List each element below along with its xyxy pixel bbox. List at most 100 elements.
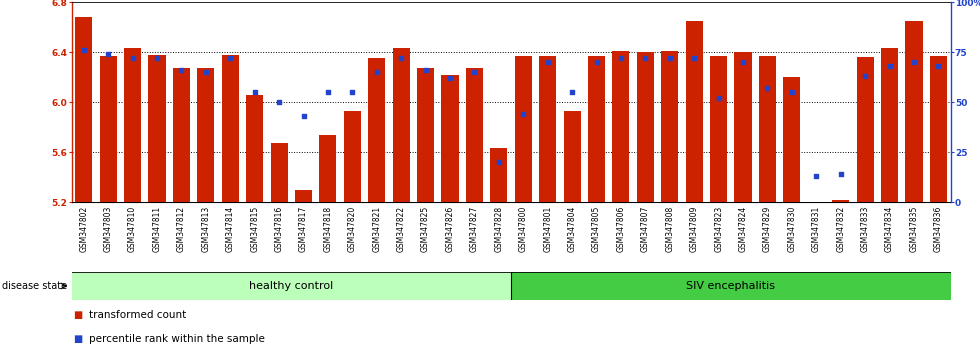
Point [345, 89, 361, 95]
Text: GSM347821: GSM347821 [372, 206, 381, 252]
Text: healthy control: healthy control [249, 281, 333, 291]
Bar [197, 68, 215, 202]
Text: SIV encephalitis: SIV encephalitis [686, 281, 775, 291]
Bar [417, 68, 434, 202]
Text: GSM347804: GSM347804 [567, 206, 576, 252]
Bar [490, 148, 508, 202]
Text: GSM347807: GSM347807 [641, 206, 650, 252]
Text: GSM347832: GSM347832 [836, 206, 845, 252]
Text: GSM347803: GSM347803 [104, 206, 113, 252]
Point [564, 89, 580, 95]
Bar [72, 272, 512, 300]
Point [858, 73, 873, 79]
Point [784, 89, 800, 95]
Bar [832, 200, 850, 202]
Bar [759, 56, 776, 202]
Text: GSM347824: GSM347824 [739, 206, 748, 252]
Text: GSM347830: GSM347830 [787, 206, 797, 252]
Point [75, 47, 91, 53]
Bar [512, 272, 951, 300]
Text: GSM347806: GSM347806 [616, 206, 625, 252]
Bar [221, 55, 239, 202]
Point [442, 75, 458, 81]
Text: GSM347802: GSM347802 [79, 206, 88, 252]
Bar [441, 74, 459, 202]
Point [882, 63, 898, 69]
Bar [906, 21, 922, 202]
Point [710, 95, 726, 101]
Point [368, 69, 384, 75]
Point [515, 111, 531, 117]
Point [613, 55, 629, 61]
Bar [466, 68, 483, 202]
Text: GSM347801: GSM347801 [543, 206, 552, 252]
Point [735, 59, 751, 65]
Point [124, 55, 140, 61]
Bar [564, 111, 581, 202]
Text: GSM347811: GSM347811 [153, 206, 162, 252]
Point [589, 59, 605, 65]
Bar [393, 48, 410, 202]
Bar [637, 52, 654, 202]
Point [931, 63, 947, 69]
Text: GSM347814: GSM347814 [225, 206, 235, 252]
Point [760, 85, 775, 91]
Text: GSM347810: GSM347810 [128, 206, 137, 252]
Bar [686, 21, 703, 202]
Bar [124, 48, 141, 202]
Text: GSM347805: GSM347805 [592, 206, 601, 252]
Bar [344, 111, 361, 202]
Text: GSM347817: GSM347817 [299, 206, 308, 252]
Text: GSM347836: GSM347836 [934, 206, 943, 252]
Bar [783, 77, 801, 202]
Text: GSM347826: GSM347826 [446, 206, 455, 252]
Point [271, 99, 287, 105]
Bar [514, 56, 532, 202]
Text: GSM347831: GSM347831 [811, 206, 821, 252]
Point [808, 173, 824, 179]
Bar [881, 48, 898, 202]
Bar [710, 56, 727, 202]
Text: percentile rank within the sample: percentile rank within the sample [89, 334, 265, 344]
Bar [319, 135, 336, 202]
Point [296, 113, 312, 119]
Text: GSM347809: GSM347809 [690, 206, 699, 252]
Point [198, 69, 214, 75]
Text: GSM347808: GSM347808 [665, 206, 674, 252]
Text: GSM347812: GSM347812 [177, 206, 186, 252]
Point [638, 55, 654, 61]
Bar [734, 52, 752, 202]
Point [320, 89, 336, 95]
Point [686, 55, 702, 61]
Text: transformed count: transformed count [89, 310, 186, 320]
Point [149, 55, 165, 61]
Bar [539, 56, 557, 202]
Text: disease state: disease state [2, 281, 67, 291]
Bar [246, 95, 264, 202]
Text: GSM347834: GSM347834 [885, 206, 894, 252]
Bar [612, 51, 629, 202]
Text: GSM347823: GSM347823 [714, 206, 723, 252]
Text: ■: ■ [74, 334, 82, 344]
Text: GSM347815: GSM347815 [250, 206, 259, 252]
Bar [662, 51, 678, 202]
Text: GSM347835: GSM347835 [909, 206, 918, 252]
Bar [270, 143, 288, 202]
Point [417, 67, 433, 73]
Point [662, 55, 677, 61]
Text: GSM347813: GSM347813 [201, 206, 211, 252]
Text: GSM347816: GSM347816 [274, 206, 283, 252]
Point [540, 59, 556, 65]
Bar [295, 189, 312, 202]
Bar [588, 56, 605, 202]
Point [247, 89, 263, 95]
Point [173, 67, 189, 73]
Point [100, 51, 116, 57]
Text: GSM347827: GSM347827 [470, 206, 479, 252]
Text: GSM347822: GSM347822 [397, 206, 406, 252]
Point [393, 55, 409, 61]
Text: GSM347818: GSM347818 [323, 206, 332, 252]
Bar [930, 56, 947, 202]
Text: GSM347828: GSM347828 [494, 206, 504, 252]
Text: GSM347820: GSM347820 [348, 206, 357, 252]
